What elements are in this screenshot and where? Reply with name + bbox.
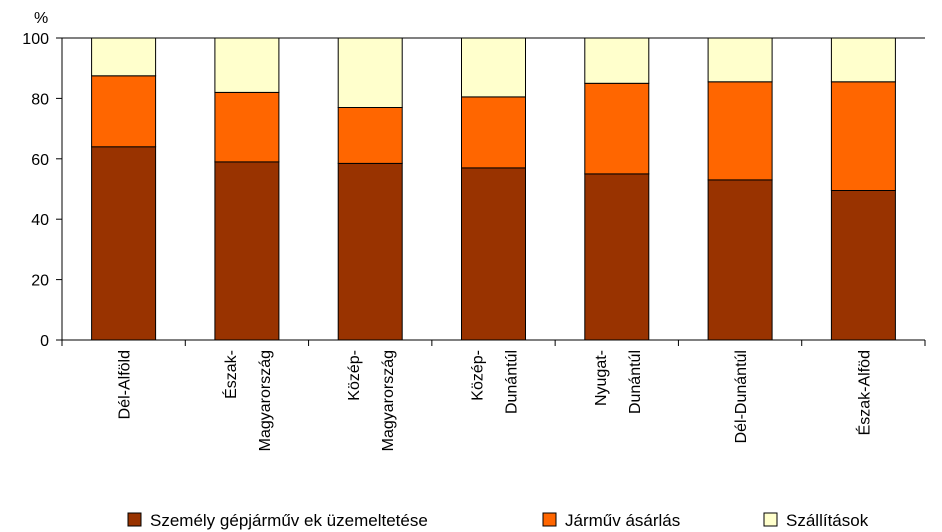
bar-segment-3-category-6 — [707, 37, 773, 83]
bar-segment-1-category-1 — [91, 146, 157, 341]
bar-segment-3-category-4 — [461, 37, 526, 98]
y-tick-label: 60 — [31, 152, 49, 169]
x-category-label-line: Közép- — [346, 350, 363, 401]
x-category-label: Közép- Dunántúl — [470, 350, 521, 414]
legend-swatch — [763, 512, 778, 527]
bar-segment-3-category-7 — [830, 37, 896, 83]
x-category-label-line: Dél-Dunántúl — [733, 350, 750, 443]
y-axis-unit-label: % — [34, 10, 48, 27]
bar-segment-2-category-7 — [830, 81, 896, 191]
x-category-label-line: Magyarország — [380, 350, 397, 451]
bar-segment-3-category-1 — [91, 37, 157, 77]
legend: Személy gépjárműv ek üzemeltetése Járműv … — [127, 511, 869, 530]
x-category-label-line: Dél-Alföld — [117, 350, 134, 419]
legend-label: Szállítások — [786, 511, 869, 530]
bar-segment-2-category-6 — [707, 81, 773, 181]
x-axis: Dél-Alföld Észak- Magyarország Közép- Magyar… — [61, 339, 926, 451]
bar-segment-1-category-2 — [214, 161, 280, 341]
bar-segment-1-category-3 — [337, 162, 403, 341]
bar-segment-2-category-5 — [584, 82, 650, 175]
bar-segment-1-category-6 — [707, 179, 773, 341]
legend-label: Járműv ásárlás — [565, 511, 680, 530]
bar-segment-2-category-4 — [461, 96, 526, 169]
bar-segment-3-category-2 — [214, 37, 280, 93]
plot-area — [62, 37, 925, 341]
bar-segment-2-category-3 — [337, 107, 403, 164]
y-tick-label: 80 — [31, 91, 49, 108]
y-tick-label: 0 — [40, 333, 49, 350]
x-category-label: Észak- Magyarország — [221, 350, 274, 451]
legend-label: Személy gépjárműv ek üzemeltetése — [150, 511, 428, 530]
x-category-label-line: Észak- — [221, 350, 240, 399]
y-tick-label: 20 — [31, 273, 49, 290]
legend-swatch — [542, 512, 557, 527]
x-category-label: Nyugat- Dunántúl — [593, 350, 644, 414]
x-category-label: Dél-Dunántúl — [733, 350, 750, 443]
x-category-label: Dél-Alföld — [117, 350, 134, 419]
x-category-label: Észak-Alföd — [854, 350, 873, 435]
bar-segment-1-category-5 — [584, 173, 650, 341]
bar-segment-3-category-3 — [337, 37, 403, 108]
x-category-label-line: Dunántúl — [504, 350, 521, 414]
x-category-label: Közép- Magyarország — [346, 350, 397, 451]
bar-segment-2-category-1 — [91, 75, 157, 148]
bar-segment-3-category-5 — [584, 37, 650, 84]
x-category-label-line: Dunántúl — [627, 350, 644, 414]
bar-segment-1-category-4 — [461, 167, 526, 341]
y-tick-label: 40 — [31, 212, 49, 229]
bar-segment-2-category-2 — [214, 91, 280, 163]
x-category-label-line: Magyarország — [257, 350, 274, 451]
x-category-label-line: Közép- — [470, 350, 487, 401]
x-category-label-line: Nyugat- — [593, 350, 610, 406]
x-category-label-line: Észak-Alföd — [854, 350, 873, 435]
legend-swatch — [127, 512, 142, 527]
y-axis: 0 20 40 60 80 100 — [22, 31, 63, 350]
bar-segment-1-category-7 — [830, 190, 896, 341]
y-tick-label: 100 — [22, 31, 49, 48]
